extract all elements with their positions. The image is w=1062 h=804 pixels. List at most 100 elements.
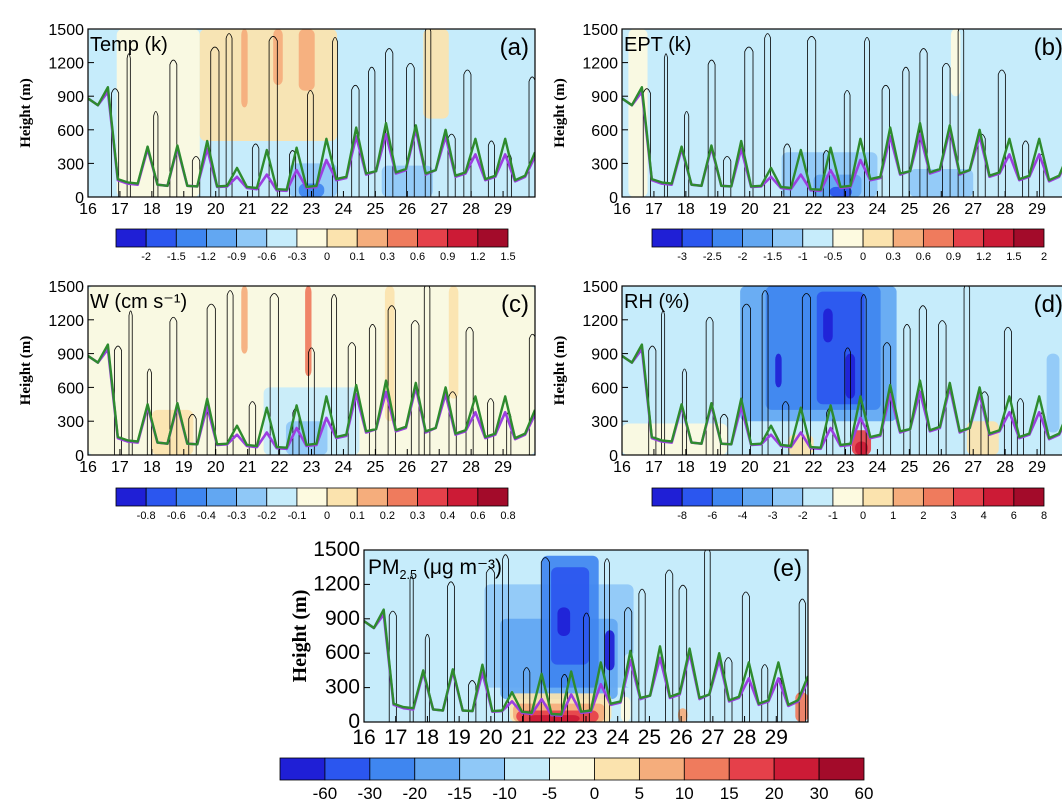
zero-contour [388,610,397,722]
plot-area [88,286,535,455]
colorbar-label: 0.6 [410,251,425,263]
zero-contour [648,345,657,455]
x-tick-label: 16 [613,201,631,218]
zero-contour [251,143,260,197]
field-region [950,29,961,97]
zero-contour [761,664,769,722]
colorbar-label: 1 [890,510,896,522]
colorbar-swatch [206,487,238,507]
zero-contour [308,347,315,455]
field-region [471,169,535,197]
colorbar-label: 0 [860,510,866,522]
zero-contour [410,320,420,455]
colorbar-swatch [711,228,743,248]
field-region [966,421,999,455]
zero-contour [468,680,477,722]
zero-contour [206,303,216,455]
x-tick-label: 23 [837,201,855,218]
colorbar-label: -0.6 [257,251,276,263]
colorbar: -2 -1.5 -1.2 -0.9 -0.6 -0.3 0 0.1 0.3 0.6 0.9 1.2 1.… [115,228,516,263]
field-region [1046,353,1060,433]
y-tick-label: 0 [348,710,360,733]
x-tick-label: 29 [1028,201,1046,218]
y-tick-label: 600 [325,641,360,664]
field-region [909,169,974,197]
y-tick-label: 1200 [313,572,360,595]
zero-contour [169,59,178,197]
zero-contour [761,290,769,455]
x-tick-label: 19 [175,201,193,218]
colorbar-swatch [922,487,954,507]
colorbar-label: 3 [950,510,956,522]
zero-contour [661,310,666,455]
zero-contour [522,667,531,722]
field-region [823,308,833,343]
colorbar-swatch [832,487,864,507]
x-tick-label: 27 [964,459,982,476]
zero-contour [561,674,569,722]
pbl-line-green [622,86,1062,191]
zero-contour [487,140,495,197]
colorbar-label: -10 [492,784,517,799]
zero-contour [843,90,851,197]
x-tick-label: 21 [511,726,534,749]
colorbar-swatch [862,228,894,248]
colorbar-label: -3 [768,510,778,522]
y-tick-label: 1200 [582,313,618,330]
x-tick-label: 26 [669,726,692,749]
colorbar-swatch [681,487,713,507]
colorbar-label: 5 [635,784,644,799]
pbl-line-green [364,608,808,716]
zero-contour [368,66,376,197]
colorbar-label: -20 [402,784,427,799]
zero-contour [938,320,947,455]
zero-contour [113,345,122,455]
zero-contour [347,342,356,455]
zero-contour [126,53,131,197]
x-tick-label: 26 [398,201,416,218]
x-tick-label: 29 [1028,459,1046,476]
x-tick-label: 25 [366,459,384,476]
y-tick-label: 300 [325,676,360,699]
colorbar-label: -3 [677,251,687,263]
y-tick-label: 900 [57,89,84,106]
x-tick-label: 23 [837,459,855,476]
colorbar-swatch [477,228,509,248]
colorbar-label: -2 [798,510,808,522]
zero-contour [423,286,431,455]
zero-contour [528,76,535,197]
y-axis-label: Height (m) [18,336,34,406]
zero-contour [918,305,927,455]
x-tick-label: 25 [638,726,661,749]
colorbar-label: -0.3 [227,510,246,522]
zero-contour [684,111,690,197]
y-axis-label: Height (m) [552,78,568,148]
x-tick-label: 16 [79,459,97,476]
colorbar-label: 8 [1041,510,1047,522]
colorbar-label: 60 [855,784,874,799]
pbl-line-green [88,343,535,449]
colorbar-label: -1.5 [763,251,782,263]
zero-contour [111,88,120,197]
zero-contour [724,657,733,722]
zero-contour [997,69,1006,197]
colorbar-swatch [1013,228,1045,248]
field-region [775,353,782,388]
zero-contour [463,69,472,197]
colorbar: -0.8 -0.6 -0.4 -0.3 -0.2 -0.1 0 0.1 0.2 0.3 0.4 0.6… [115,487,516,522]
colorbar-label: -0.3 [287,251,306,263]
colorbar-label: 0.4 [440,510,455,522]
x-tick-label: 22 [805,201,823,218]
x-tick-label: 20 [207,459,225,476]
x-tick-label: 25 [900,459,918,476]
field-region [241,29,248,108]
zero-contour [332,37,338,197]
zero-contour [331,294,338,455]
y-tick-label: 300 [591,156,618,173]
colorbar-swatch [356,487,388,507]
x-tick-label: 19 [175,459,193,476]
colorbar-swatch [773,757,820,781]
zero-contour [764,33,771,197]
colorbar-swatch [862,487,894,507]
zero-contour [248,401,257,455]
